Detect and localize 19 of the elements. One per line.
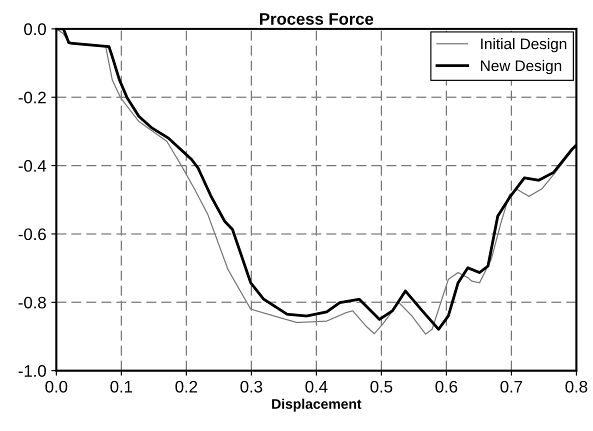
chart-title: Process Force bbox=[260, 13, 374, 25]
x-tick-label: 0.8 bbox=[565, 380, 588, 393]
x-tick-label: 0.2 bbox=[175, 380, 198, 393]
x-tick-label: 0.1 bbox=[110, 380, 132, 393]
x-tick-label: 0.0 bbox=[45, 380, 68, 393]
y-tick-label: -0.2 bbox=[18, 92, 46, 104]
legend-label: Initial Design bbox=[481, 38, 566, 52]
x-tick-label: 0.4 bbox=[305, 380, 328, 393]
x-axis-title: Displacement bbox=[272, 398, 362, 412]
x-tick-label: 0.6 bbox=[435, 380, 458, 393]
x-tick-label: 0.7 bbox=[500, 380, 522, 393]
y-tick-label: -0.8 bbox=[18, 296, 46, 309]
y-tick-label: -0.6 bbox=[18, 228, 46, 240]
y-tick-label: -1.0 bbox=[18, 365, 46, 377]
y-tick-label: 0.0 bbox=[24, 23, 46, 36]
x-tick-label: 0.5 bbox=[370, 380, 392, 393]
x-tick-label: 0.3 bbox=[240, 380, 262, 393]
y-tick-label: -0.4 bbox=[18, 160, 46, 172]
legend-label: New Design bbox=[481, 60, 562, 74]
